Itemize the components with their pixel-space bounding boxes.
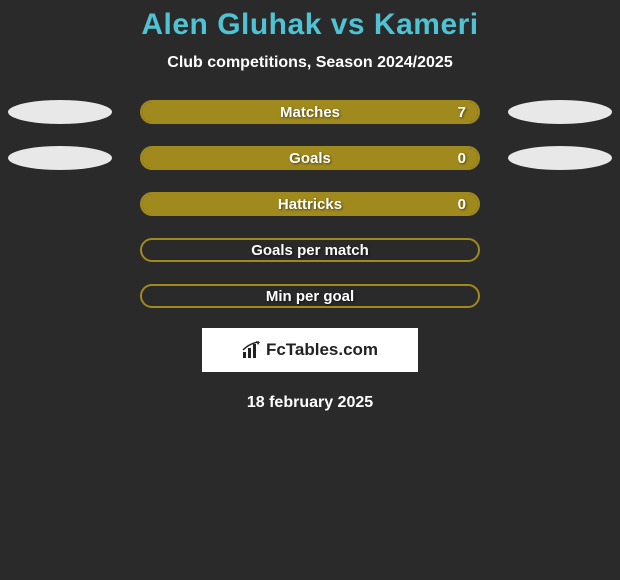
left-oval [8, 100, 112, 124]
right-spacer [508, 238, 612, 262]
right-oval [508, 146, 612, 170]
stat-row: Min per goal [0, 284, 620, 308]
comparison-card: Alen Gluhak vs Kameri Club competitions,… [0, 0, 620, 412]
stat-value: 7 [458, 104, 466, 121]
bar-chart-icon [242, 341, 262, 359]
left-spacer [8, 238, 112, 262]
stat-row: Hattricks 0 [0, 192, 620, 216]
left-spacer [8, 192, 112, 216]
left-oval [8, 146, 112, 170]
stat-label: Min per goal [266, 288, 354, 305]
date-label: 18 february 2025 [0, 394, 620, 412]
subtitle: Club competitions, Season 2024/2025 [0, 54, 620, 72]
stat-bar: Min per goal [140, 284, 480, 308]
stat-row: Goals 0 [0, 146, 620, 170]
stat-row: Goals per match [0, 238, 620, 262]
stat-rows: Matches 7 Goals 0 Hattricks 0 Goals per match M… [0, 100, 620, 308]
stat-label: Goals [289, 150, 331, 167]
stat-value: 0 [458, 150, 466, 167]
stat-label: Matches [280, 104, 340, 121]
right-oval [508, 100, 612, 124]
stat-bar: Goals 0 [140, 146, 480, 170]
stat-bar: Matches 7 [140, 100, 480, 124]
stat-label: Hattricks [278, 196, 342, 213]
brand-text: FcTables.com [266, 340, 378, 360]
stat-bar: Goals per match [140, 238, 480, 262]
right-spacer [508, 284, 612, 308]
right-spacer [508, 192, 612, 216]
stat-value: 0 [458, 196, 466, 213]
page-title: Alen Gluhak vs Kameri [0, 8, 620, 42]
brand-logo: FcTables.com [202, 328, 418, 372]
stat-bar: Hattricks 0 [140, 192, 480, 216]
left-spacer [8, 284, 112, 308]
stat-row: Matches 7 [0, 100, 620, 124]
stat-label: Goals per match [251, 242, 369, 259]
